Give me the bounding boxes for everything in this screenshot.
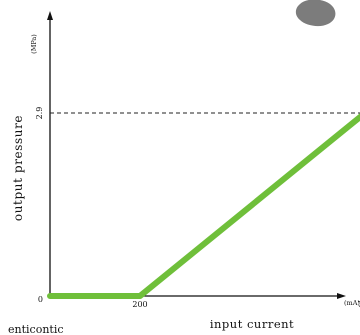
x-tick-label: 700 <box>357 300 360 309</box>
tick-labels: 200 700 2.9 <box>35 107 360 309</box>
y-tick-label: 2.9 <box>35 107 44 120</box>
x-axis-label: input current <box>210 317 294 331</box>
origin-label: 0 <box>38 295 43 304</box>
y-axis-arrow <box>47 11 53 20</box>
y-axis-label: output pressure <box>11 115 25 221</box>
decorative-blob <box>295 0 336 27</box>
x-axis-arrow <box>337 293 346 299</box>
x-tick-label: 200 <box>132 300 147 309</box>
footer-fragment: enticontic <box>8 323 64 335</box>
x-axis-unit: (mA) <box>344 299 360 307</box>
axes <box>47 11 346 299</box>
series-layer <box>47 113 360 299</box>
y-axis-unit: (MPa) <box>30 34 38 54</box>
series-line <box>47 113 360 299</box>
reference-lines <box>50 112 360 114</box>
